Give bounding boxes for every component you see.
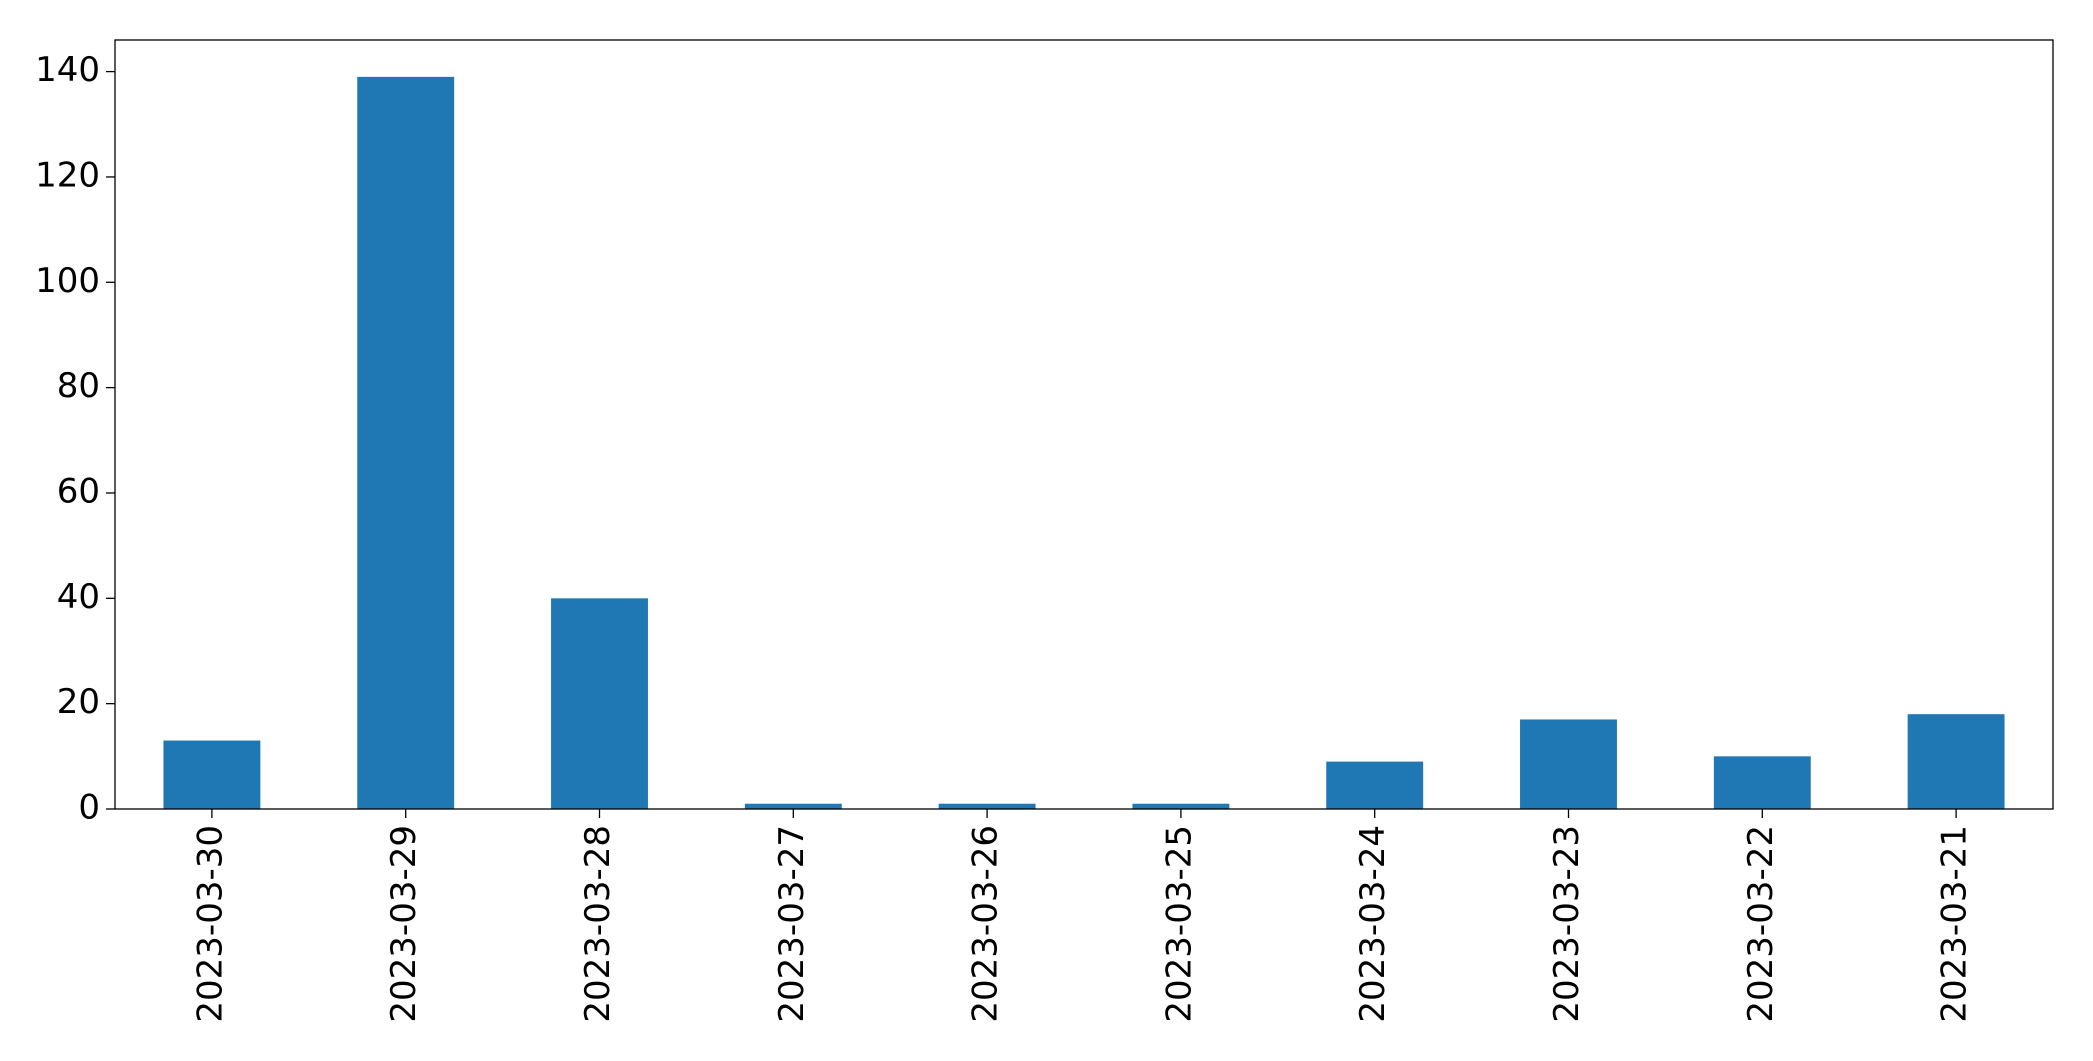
x-tick-label: 2023-03-25 [1159,825,1199,1023]
y-tick-label: 120 [35,155,100,195]
y-tick-label: 80 [57,366,100,406]
plot-frame [114,39,2054,810]
bar [938,803,1036,809]
bar [357,76,455,809]
y-tick-label: 140 [35,50,100,90]
y-tick-label: 60 [57,471,100,511]
x-tick-label: 2023-03-21 [1935,825,1975,1023]
bar [1326,761,1424,809]
x-tick-label: 2023-03-24 [1353,825,1393,1023]
y-tick-label: 40 [57,577,100,617]
bar [551,598,648,809]
x-tick-label: 2023-03-26 [966,825,1006,1023]
x-tick-label: 2023-03-23 [1547,825,1587,1023]
bar [1132,803,1230,809]
y-tick-label: 20 [57,682,100,722]
x-tick-label: 2023-03-28 [578,825,618,1023]
x-tick-label: 2023-03-29 [384,825,424,1023]
bar [744,803,842,809]
y-tick-label: 100 [35,261,100,301]
x-tick-label: 2023-03-30 [190,825,230,1023]
bar [1520,719,1617,809]
bar [163,740,261,809]
bar [1713,756,1811,809]
bar [1907,714,2005,809]
x-tick-label: 2023-03-27 [772,825,812,1023]
x-tick-label: 2023-03-22 [1741,825,1781,1023]
y-tick-label: 0 [78,788,100,828]
